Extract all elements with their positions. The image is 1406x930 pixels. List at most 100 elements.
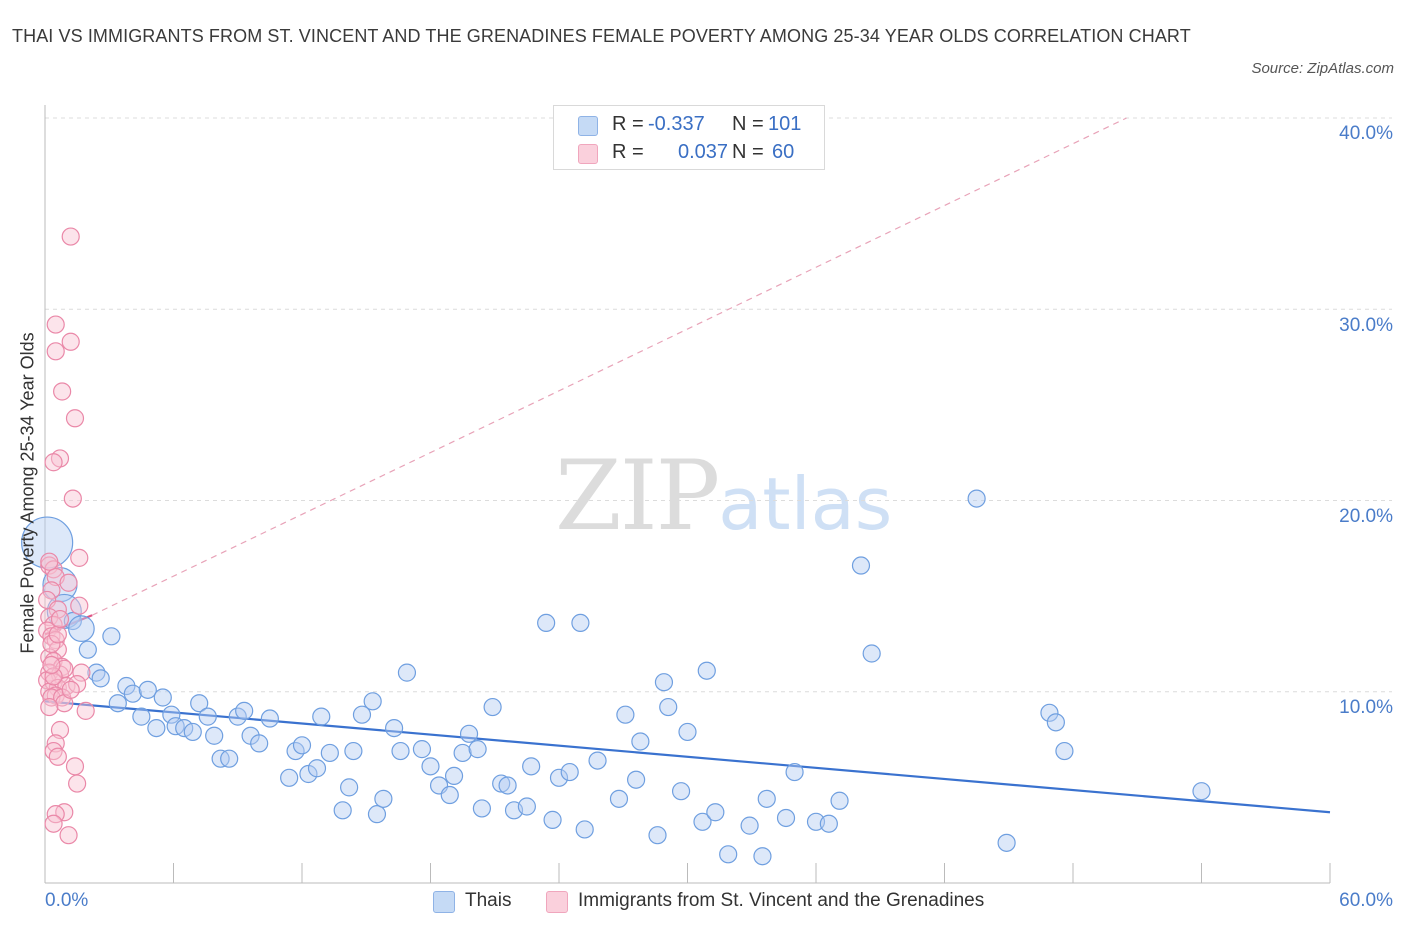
thais-point (333, 801, 352, 820)
thais-point (851, 556, 871, 575)
bottom-legend-label-thais: Thais (465, 890, 512, 911)
zipatlas-watermark: ZIPatlas (555, 440, 892, 552)
immigrants-point (61, 332, 80, 351)
y-tick-10: 10.0% (1339, 697, 1393, 718)
thais-point (1192, 782, 1211, 801)
thais-point (307, 759, 327, 778)
immigrants-point (44, 453, 63, 472)
thais-point (444, 766, 464, 786)
thais-point (235, 701, 254, 720)
immigrants-trend-line (44, 614, 93, 636)
watermark-atlas: atlas (718, 462, 893, 546)
thais-point (588, 751, 607, 770)
thais-point (190, 694, 209, 713)
immigrants-point (59, 826, 78, 845)
bottom-legend-swatch-immigrants (546, 891, 568, 913)
y-tick-20: 20.0% (1339, 506, 1393, 527)
thais-point (522, 757, 541, 776)
thais-point (453, 743, 472, 763)
immigrants-point (44, 667, 63, 686)
thais-point (706, 803, 725, 822)
source-credit: Source: ZipAtlas.com (1251, 60, 1394, 77)
correlation-legend: R = -0.337 N = 101 R = 0.037 N = 60 (553, 105, 825, 170)
thais-point (102, 627, 121, 646)
thais-point (997, 833, 1016, 852)
thais-point (537, 613, 556, 633)
thais-point (631, 732, 650, 751)
immigrants-point (61, 227, 80, 246)
svg-immigrants-points (38, 227, 95, 845)
legend-r-label: R = (612, 141, 644, 163)
watermark-zip: ZIP (555, 440, 720, 552)
x-tick-min: 0.0% (45, 890, 89, 911)
bottom-legend-swatch-thais (433, 891, 455, 913)
thais-point (68, 615, 95, 642)
thais-point (560, 762, 579, 782)
thais-point (123, 684, 142, 703)
legend-swatch-immigrants (578, 144, 598, 164)
immigrants-point (42, 655, 61, 675)
axes (44, 105, 1331, 884)
x-tick-max: 60.0% (1339, 890, 1393, 911)
thais-point (312, 707, 331, 726)
thais-point (391, 741, 410, 761)
thais-point (472, 799, 491, 818)
immigrants-point (68, 774, 87, 793)
thais-point (205, 726, 224, 745)
legend-n-value-immigrants: 60 (772, 141, 795, 163)
thais-point (220, 749, 239, 768)
thais-point (659, 697, 678, 717)
thais-point (91, 669, 110, 688)
thais-point (340, 778, 359, 797)
immigrants-point (72, 663, 91, 682)
thais-point (1040, 703, 1059, 722)
thais-point (549, 768, 569, 787)
thais-point (785, 762, 804, 782)
immigrants-point (40, 552, 59, 571)
thais-point (517, 797, 536, 816)
thais-point (719, 845, 738, 864)
immigrants-point (63, 489, 82, 508)
thais-point (757, 789, 776, 808)
thais-point (21, 516, 74, 569)
thais-point (575, 820, 594, 839)
thais-point (697, 661, 716, 680)
thais-point (108, 694, 127, 713)
immigrants-point (70, 596, 89, 615)
thais-point (397, 663, 417, 682)
thais-point (819, 814, 838, 833)
thais-point (862, 644, 881, 663)
thais-point (678, 722, 697, 742)
immigrants-point (48, 747, 67, 766)
immigrants-point (46, 315, 65, 334)
thais-trend-line (44, 700, 1331, 814)
thais-point (483, 697, 502, 717)
legend-n-label: N = (732, 113, 764, 135)
thais-point (175, 718, 194, 738)
thais-point (153, 688, 172, 707)
immigrants-point (42, 634, 61, 654)
thais-point (440, 785, 459, 805)
thais-point (78, 640, 97, 659)
thais-point (740, 816, 759, 835)
immigrants-point (50, 720, 70, 740)
thais-point (384, 718, 404, 738)
thais-point (648, 826, 667, 845)
thais-point (693, 812, 712, 831)
immigrants-point (40, 697, 59, 717)
legend-n-value-thais: 101 (768, 113, 802, 135)
thais-point (609, 789, 629, 808)
immigrants-point (46, 342, 65, 361)
legend-r-label: R = (612, 113, 644, 135)
y-tick-40: 40.0% (1339, 123, 1393, 144)
thais-point (626, 770, 646, 789)
trend-lines (44, 117, 1331, 814)
immigrants-point (61, 680, 80, 699)
thais-point (367, 805, 387, 824)
immigrants-point (59, 573, 78, 592)
thais-point (183, 722, 202, 742)
legend-r-value-thais: -0.337 (648, 113, 705, 135)
legend-swatch-thais (578, 116, 598, 136)
thais-point (250, 734, 269, 753)
